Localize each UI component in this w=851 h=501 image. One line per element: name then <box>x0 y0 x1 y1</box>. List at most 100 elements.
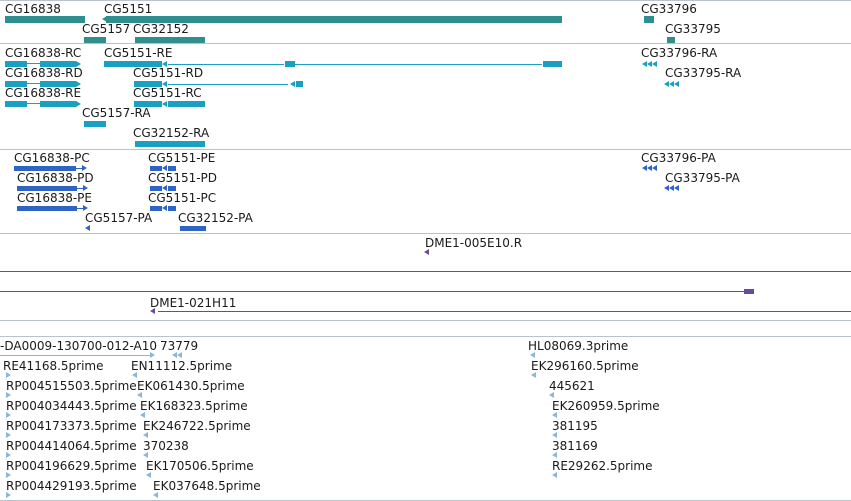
protein-segment[interactable] <box>150 166 162 171</box>
est-label[interactable]: -DA0009-130700-012-A10 <box>0 339 158 353</box>
transcript-intron[interactable] <box>27 103 41 104</box>
transcript-intron[interactable] <box>168 84 288 85</box>
transcript-exon[interactable] <box>135 141 205 147</box>
protein-segment[interactable] <box>17 186 77 191</box>
transcript-intron[interactable] <box>27 63 41 64</box>
protein-label[interactable]: CG5151-PE <box>148 151 216 165</box>
est-label[interactable]: RP004034443.5prime <box>6 399 137 413</box>
transcript-label[interactable]: CG16838-RC <box>5 46 82 60</box>
transcript-exon[interactable] <box>168 101 205 107</box>
direction-arrow-icon <box>530 352 535 358</box>
est-label[interactable]: EK260959.5prime <box>552 399 660 413</box>
gene-feature[interactable] <box>135 37 205 43</box>
gene-label[interactable]: CG33795 <box>665 22 721 36</box>
transcript-exon[interactable] <box>5 101 27 107</box>
direction-arrow-icon <box>80 16 85 22</box>
transcript-label[interactable]: CG33795-RA <box>665 66 742 80</box>
protein-link[interactable] <box>76 168 82 169</box>
est-label[interactable]: EK296160.5prime <box>531 359 639 373</box>
est-label[interactable]: RP004173373.5prime <box>6 419 137 433</box>
protein-segment[interactable] <box>14 166 44 171</box>
transcript-intron[interactable] <box>168 64 284 65</box>
clone-span[interactable] <box>0 291 748 292</box>
protein-segment[interactable] <box>150 186 162 191</box>
transcript-label[interactable]: CG16838-RD <box>5 66 83 80</box>
gene-feature[interactable] <box>84 37 106 43</box>
est-label[interactable]: EK168323.5prime <box>140 399 248 413</box>
transcript-exon[interactable] <box>40 101 76 107</box>
protein-link[interactable] <box>77 188 83 189</box>
direction-arrow-icon <box>6 372 11 378</box>
est-label[interactable]: EK037648.5prime <box>153 479 261 493</box>
protein-label[interactable]: CG5151-PC <box>148 191 217 205</box>
gene-feature[interactable] <box>644 16 654 23</box>
protein-label[interactable]: CG33795-PA <box>665 171 740 185</box>
clone-span[interactable] <box>158 311 851 312</box>
protein-segment[interactable] <box>168 186 176 191</box>
est-label[interactable]: EK170506.5prime <box>146 459 254 473</box>
protein-segment[interactable] <box>17 206 77 211</box>
protein-label[interactable]: CG16838-PD <box>17 171 94 185</box>
transcript-exon[interactable] <box>40 81 76 87</box>
transcript-intron[interactable] <box>295 64 542 65</box>
transcript-exon[interactable] <box>104 61 162 67</box>
clone-span[interactable] <box>0 271 851 272</box>
gene-label[interactable]: CG5157 <box>82 22 131 36</box>
transcript-exon[interactable] <box>134 101 162 107</box>
protein-segment[interactable] <box>44 166 76 171</box>
transcript-intron[interactable] <box>27 83 41 84</box>
transcript-exon[interactable] <box>285 61 295 67</box>
protein-label[interactable]: CG5151-PD <box>148 171 218 185</box>
clone-end[interactable] <box>744 289 754 294</box>
est-label[interactable]: 370238 <box>143 439 189 453</box>
transcript-exon[interactable] <box>40 61 76 67</box>
gene-label[interactable]: CG33796 <box>641 2 697 16</box>
transcript-label[interactable]: CG5151-RE <box>104 46 173 60</box>
gene-label[interactable]: CG5151 <box>104 2 153 16</box>
transcript-label[interactable]: CG32152-RA <box>133 126 210 140</box>
est-label[interactable]: 381195 <box>552 419 598 433</box>
transcript-exon[interactable] <box>543 61 562 67</box>
clone-label[interactable]: DME1-005E10.R <box>425 236 523 250</box>
est-label[interactable]: EN11112.5prime <box>131 359 233 373</box>
gene-label[interactable]: CG32152 <box>133 22 189 36</box>
transcript-label[interactable]: CG16838-RE <box>5 86 82 100</box>
est-label[interactable]: RP004196629.5prime <box>6 459 137 473</box>
protein-label[interactable]: CG16838-PE <box>17 191 92 205</box>
transcript-label[interactable]: CG5157-RA <box>82 106 151 120</box>
est-label[interactable]: EK246722.5prime <box>143 419 251 433</box>
transcript-label[interactable]: CG5151-RC <box>133 86 202 100</box>
transcript-label[interactable]: CG33796-RA <box>641 46 718 60</box>
est-label[interactable]: 381169 <box>552 439 598 453</box>
est-label[interactable]: RE29262.5prime <box>552 459 653 473</box>
est-label[interactable]: HL08069.3prime <box>528 339 629 353</box>
gene-feature[interactable] <box>106 16 562 23</box>
est-span[interactable] <box>0 355 150 356</box>
transcript-exon[interactable] <box>84 121 106 127</box>
protein-label[interactable]: CG5157-PA <box>85 211 153 225</box>
transcript-exon[interactable] <box>5 61 27 67</box>
est-label[interactable]: RP004429193.5prime <box>6 479 137 493</box>
gene-feature[interactable] <box>5 16 85 23</box>
protein-label[interactable]: CG32152-PA <box>178 211 253 225</box>
est-label[interactable]: RE41168.5prime <box>3 359 104 373</box>
transcript-label[interactable]: CG5151-RD <box>133 66 204 80</box>
est-label[interactable]: EK061430.5prime <box>137 379 245 393</box>
gene-feature[interactable] <box>667 37 675 43</box>
protein-segment[interactable] <box>168 166 176 171</box>
est-label[interactable]: 73779 <box>160 339 199 353</box>
protein-segment[interactable] <box>168 206 176 211</box>
est-label[interactable]: 445621 <box>549 379 595 393</box>
transcript-exon[interactable] <box>134 81 162 87</box>
protein-label[interactable]: CG33796-PA <box>641 151 716 165</box>
gene-label[interactable]: CG16838 <box>5 2 61 16</box>
est-label[interactable]: RP004515503.5prime <box>6 379 137 393</box>
transcript-exon[interactable] <box>296 81 303 87</box>
protein-segment[interactable] <box>150 206 162 211</box>
protein-segment[interactable] <box>180 226 206 231</box>
transcript-exon[interactable] <box>5 81 27 87</box>
est-label[interactable]: RP004414064.5prime <box>6 439 137 453</box>
protein-link[interactable] <box>77 208 83 209</box>
clone-label[interactable]: DME1-021H11 <box>150 296 237 310</box>
protein-label[interactable]: CG16838-PC <box>14 151 90 165</box>
